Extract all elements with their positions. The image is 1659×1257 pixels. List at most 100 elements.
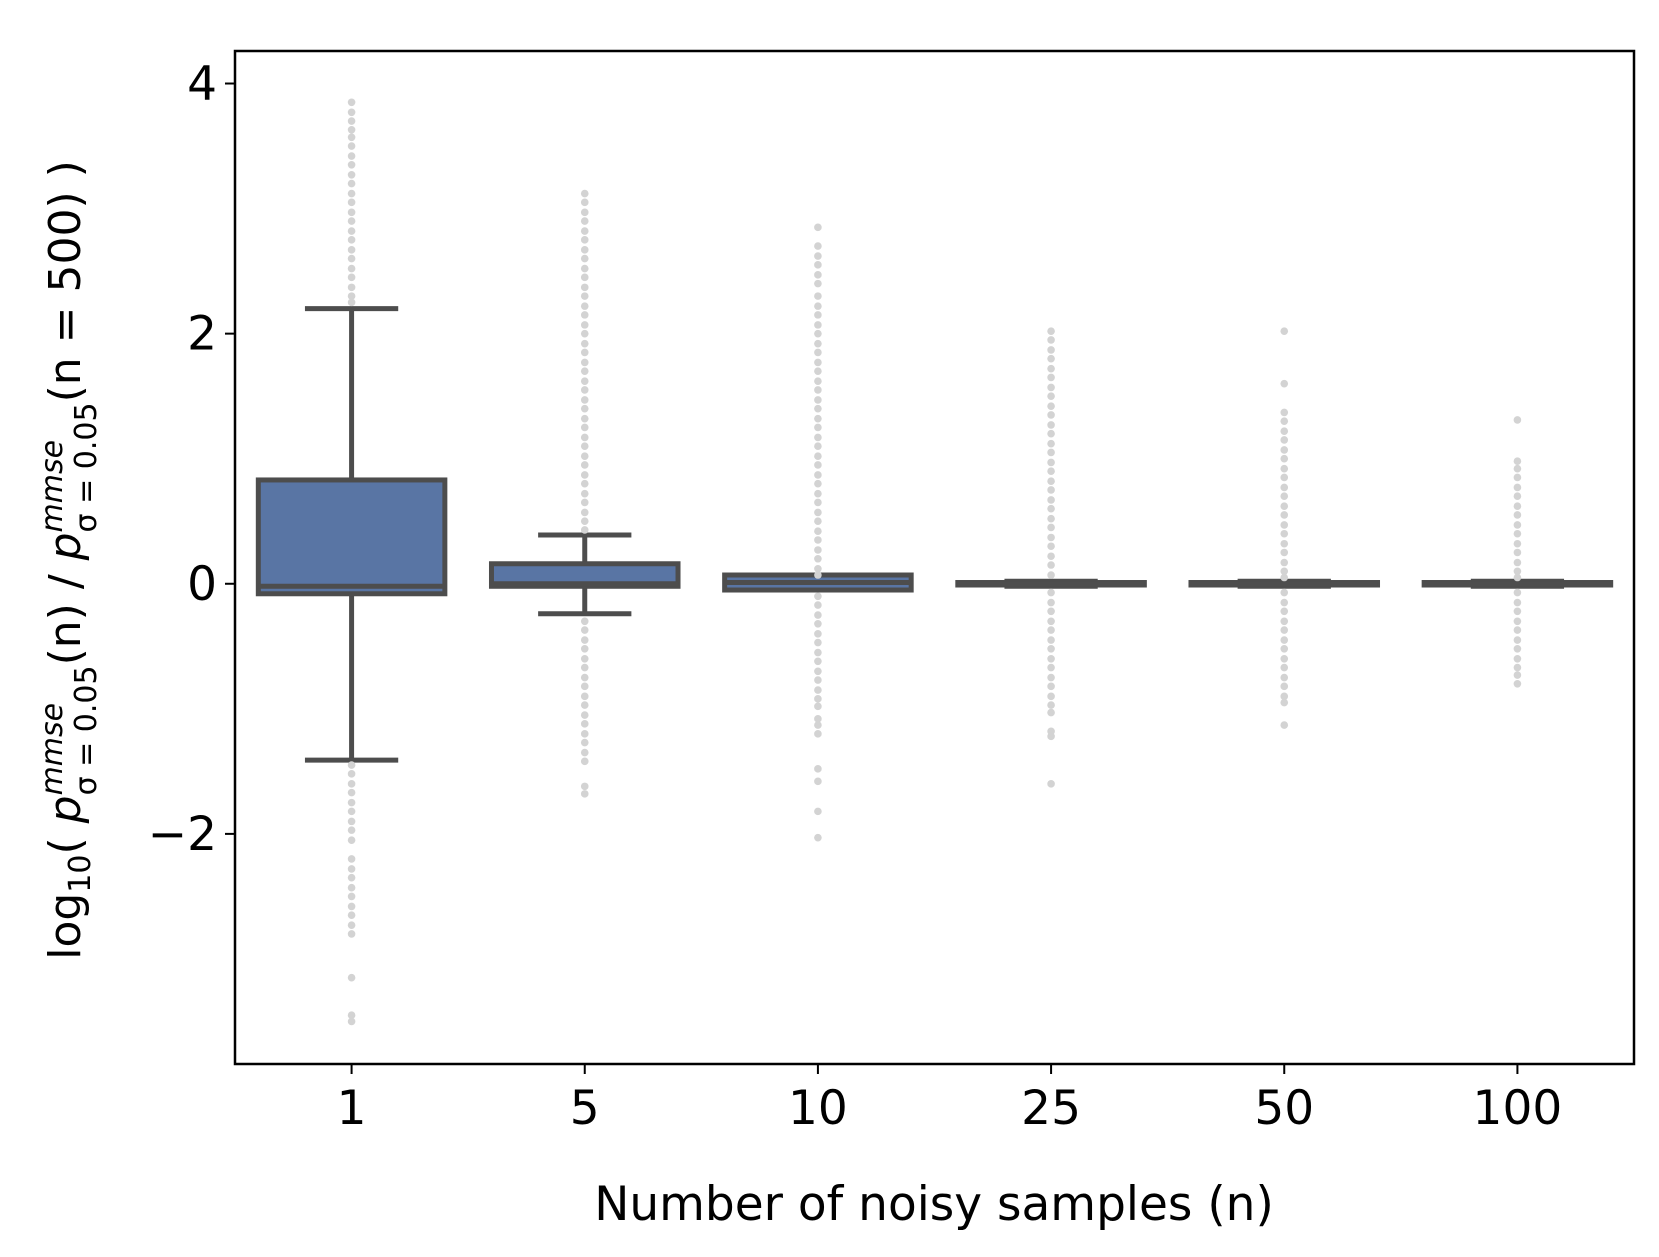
flier <box>814 657 822 666</box>
flier <box>347 788 356 797</box>
flier <box>580 701 589 709</box>
y-label-part: mmse <box>35 440 70 533</box>
flier <box>814 358 822 367</box>
flier <box>1280 682 1289 691</box>
flier <box>814 311 822 319</box>
flier <box>580 479 589 488</box>
flier <box>1513 644 1522 653</box>
flier <box>814 777 822 786</box>
flier <box>814 242 822 250</box>
y-tick-label: 0 <box>187 557 217 612</box>
flier <box>1513 663 1522 672</box>
flier <box>1513 626 1522 634</box>
flier <box>1280 558 1289 567</box>
flier <box>1513 607 1522 616</box>
flier <box>1280 588 1289 597</box>
flier <box>580 471 589 479</box>
flier <box>1280 698 1289 707</box>
flier <box>1513 655 1522 663</box>
flier <box>1047 383 1055 392</box>
flier <box>1047 486 1055 494</box>
flier <box>1280 454 1289 463</box>
flier <box>347 921 356 929</box>
flier <box>347 930 356 938</box>
flier <box>1280 427 1289 435</box>
flier <box>1280 721 1289 729</box>
flier <box>1280 626 1289 634</box>
x-tick-label: 1 <box>337 1081 367 1136</box>
y-label-part: σ = 0.05 <box>69 402 104 532</box>
flier <box>347 798 356 807</box>
flier <box>1047 682 1055 691</box>
flier <box>814 414 822 423</box>
flier <box>814 498 822 507</box>
flier <box>1513 671 1522 679</box>
flier <box>1047 354 1055 363</box>
flier <box>1513 680 1522 688</box>
flier <box>814 339 822 348</box>
flier <box>1047 411 1055 419</box>
flier <box>580 508 589 517</box>
flier <box>1280 567 1289 576</box>
flier <box>1280 692 1289 701</box>
flier <box>580 730 589 738</box>
flier <box>1280 548 1289 557</box>
flier <box>814 619 822 628</box>
flier <box>1280 636 1289 644</box>
flier <box>814 442 822 450</box>
flier <box>1280 502 1289 511</box>
flier <box>1047 364 1055 373</box>
flier <box>1047 626 1055 634</box>
flier <box>1047 327 1055 335</box>
flier <box>347 117 356 125</box>
flier <box>1513 483 1522 492</box>
flier <box>1280 483 1289 492</box>
y-axis-label: log10( pmmseσ = 0.05(n) / pmmseσ = 0.05(… <box>35 160 104 960</box>
flier <box>347 865 356 873</box>
y-tick-label: 4 <box>187 57 217 112</box>
flier <box>1047 636 1055 644</box>
flier <box>580 757 589 766</box>
flier <box>814 367 822 375</box>
flier <box>347 236 356 244</box>
flier <box>1047 421 1055 429</box>
flier <box>1513 511 1522 519</box>
flier <box>580 452 589 461</box>
flier <box>1047 644 1055 653</box>
flier <box>580 498 589 507</box>
flier <box>814 536 822 544</box>
flier <box>814 765 822 773</box>
flier <box>347 246 356 254</box>
flier <box>814 527 822 536</box>
flier <box>1280 473 1289 482</box>
flier <box>1047 504 1055 513</box>
flier <box>580 189 589 198</box>
flier <box>814 452 822 461</box>
flier <box>1047 732 1055 741</box>
flier <box>347 142 356 150</box>
flier <box>1047 514 1055 523</box>
flier <box>1280 617 1289 626</box>
flier <box>580 246 589 254</box>
flier <box>580 636 589 644</box>
flier <box>580 790 589 798</box>
flier <box>347 855 356 863</box>
flier <box>1047 429 1055 438</box>
flier <box>580 254 589 263</box>
flier <box>1280 663 1289 672</box>
y-label-part: (n) / <box>40 560 91 665</box>
box <box>255 477 448 597</box>
flier <box>1513 464 1522 473</box>
flier <box>580 367 589 375</box>
flier <box>814 676 822 684</box>
flier <box>1047 598 1055 607</box>
y-label-part: mmse <box>35 703 70 796</box>
flier <box>347 826 356 834</box>
flier <box>814 489 822 498</box>
flier <box>1513 636 1522 644</box>
box <box>488 561 681 589</box>
flier <box>580 617 589 626</box>
flier <box>1047 477 1055 486</box>
flier <box>580 227 589 235</box>
